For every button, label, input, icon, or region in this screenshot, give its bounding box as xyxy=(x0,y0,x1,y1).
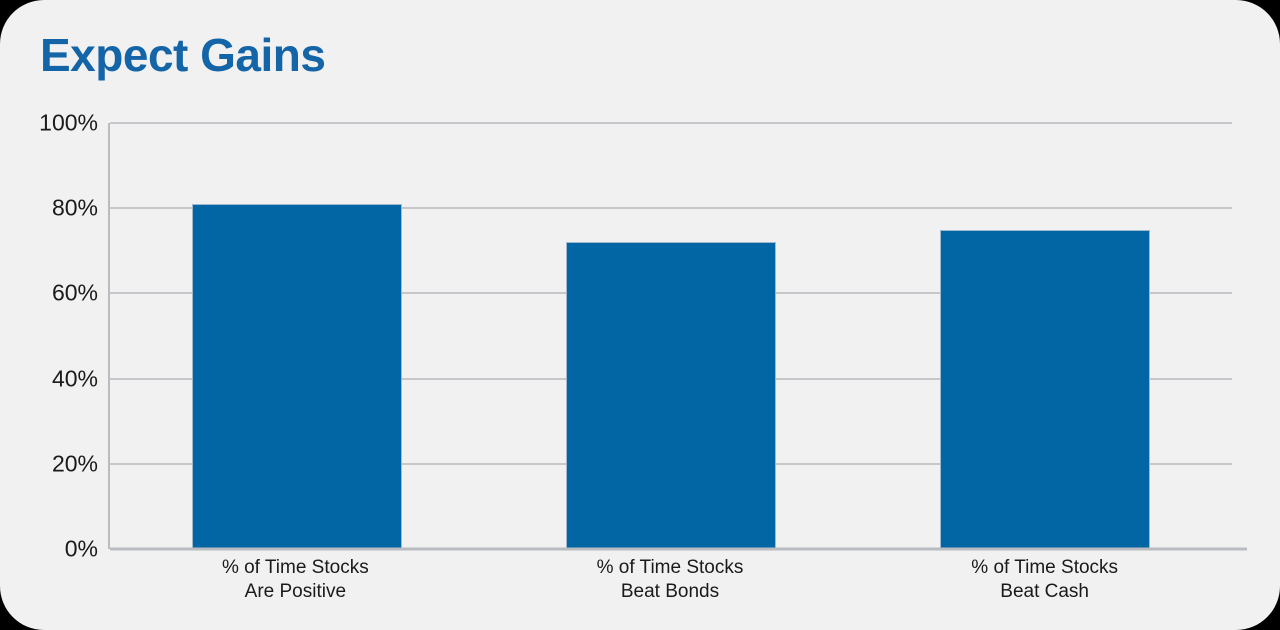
y-axis: 0% 20% 40% 60% 80% 100% xyxy=(0,110,98,562)
x-category-label: % of Time Stocks Are Positive xyxy=(221,557,369,602)
y-tick-label: 100% xyxy=(39,109,98,136)
x-category-label: % of Time Stocks Beat Cash xyxy=(971,557,1119,602)
x-category-label: % of Time Stocks Beat Bonds xyxy=(596,557,744,602)
plot-area xyxy=(108,122,1247,551)
y-tick-label: 20% xyxy=(51,450,98,477)
chart-title: Expect Gains xyxy=(40,29,326,81)
gridline xyxy=(110,207,1232,210)
x-axis: % of Time Stocks Are Positive % of Time S… xyxy=(108,556,1232,616)
x-axis-line xyxy=(110,547,1247,551)
bar-2 xyxy=(565,242,777,549)
y-tick-label: 80% xyxy=(51,194,98,221)
gridline xyxy=(110,122,1232,124)
bar-3 xyxy=(939,229,1151,549)
y-tick-label: 60% xyxy=(51,279,98,306)
y-tick-label: 0% xyxy=(64,535,98,562)
bar-1 xyxy=(191,203,403,549)
y-tick-label: 40% xyxy=(51,365,98,392)
